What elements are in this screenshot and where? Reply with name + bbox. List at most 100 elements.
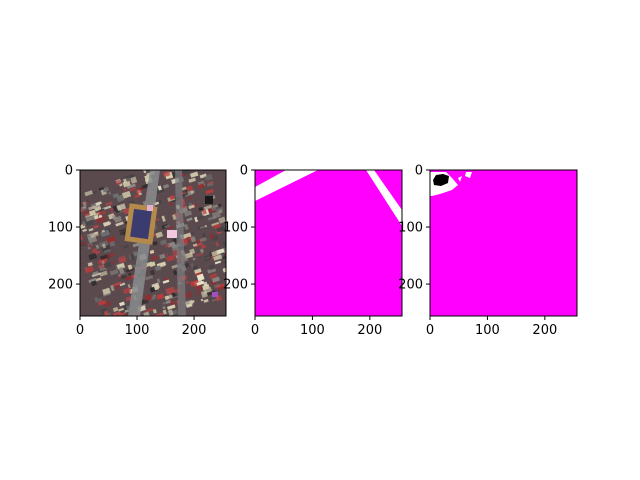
aerial-texture-patch: [105, 201, 113, 207]
aerial-texture-patch: [103, 310, 109, 316]
aerial-texture-patch: [166, 299, 171, 304]
aerial-texture-patch: [115, 221, 124, 227]
aerial-texture-patch: [94, 277, 102, 282]
aerial-texture-patch: [118, 311, 126, 316]
aerial-texture-patch: [189, 279, 200, 287]
aerial-texture-patch: [165, 286, 176, 295]
aerial-texture-patch: [88, 252, 98, 261]
aerial-texture-patch: [101, 229, 105, 233]
aerial-texture-patch: [94, 250, 101, 255]
aerial-texture-patch: [102, 317, 108, 322]
aerial-texture-patch: [209, 232, 215, 240]
x-tick-label: 0: [251, 323, 259, 338]
aerial-texture-patch: [84, 266, 94, 274]
aerial-texture-patch: [90, 280, 97, 287]
aerial-texture-patch: [117, 329, 124, 335]
aerial-texture-patch: [144, 294, 153, 301]
x-tick-label: 200: [357, 323, 382, 338]
aerial-texture-patch: [129, 187, 137, 192]
aerial-texture-patch: [134, 194, 141, 198]
aerial-texture-patch: [105, 252, 115, 259]
aerial-texture-patch: [184, 162, 188, 168]
y-tick-label: 0: [65, 164, 73, 179]
aerial-texture-patch: [186, 185, 194, 192]
aerial-texture-patch: [217, 285, 226, 291]
aerial-texture-patch: [222, 261, 226, 265]
y-tick-label: 200: [48, 278, 73, 293]
aerial-texture-patch: [128, 272, 132, 276]
aerial-texture-patch: [97, 295, 102, 300]
panel-aerial-image: [79, 157, 235, 335]
aerial-texture-patch: [99, 254, 108, 260]
aerial-texture-patch: [189, 300, 195, 304]
aerial-texture-patch: [82, 201, 87, 207]
aerial-texture-patch: [84, 190, 93, 197]
aerial-texture-patch: [204, 173, 213, 182]
aerial-texture-patch: [154, 265, 162, 272]
aerial-texture-patch: [185, 161, 194, 169]
aerial-texture-patch: [135, 188, 142, 195]
panel-mask-prediction: [429, 169, 578, 317]
aerial-texture-patch: [181, 157, 184, 160]
aerial-texture-patch: [186, 303, 193, 308]
aerial-texture-patch: [156, 293, 165, 300]
aerial-texture-patch: [105, 318, 113, 325]
aerial-texture-patch: [163, 183, 170, 189]
aerial-texture-patch: [188, 196, 192, 200]
aerial-texture-patch: [88, 209, 97, 217]
aerial-texture-patch: [169, 201, 173, 207]
aerial-texture-patch: [109, 269, 119, 276]
aerial-texture-patch: [87, 235, 98, 244]
aerial-texture-patch: [88, 227, 94, 232]
y-tick-label: 100: [398, 221, 423, 236]
aerial-texture-patch: [205, 188, 214, 195]
white-speck: [465, 172, 472, 178]
aerial-texture-patch: [211, 276, 221, 283]
aerial-texture-patch: [227, 242, 235, 248]
aerial-texture-patch: [88, 277, 97, 284]
aerial-texture-patch: [121, 190, 132, 199]
aerial-texture-patch: [80, 241, 87, 246]
aerial-texture-patch: [113, 215, 122, 223]
aerial-texture-patch: [103, 261, 112, 269]
aerial-texture-patch: [182, 232, 192, 239]
aerial-texture-patch: [126, 183, 136, 189]
aerial-texture-patch: [196, 215, 205, 221]
aerial-texture-patch: [213, 254, 223, 261]
x-tick-label: 200: [182, 323, 207, 338]
aerial-texture-patch: [156, 218, 160, 221]
aerial-texture-patch: [115, 179, 122, 186]
aerial-texture-patch: [123, 244, 130, 249]
aerial-texture-patch: [159, 239, 168, 246]
aerial-texture-patch: [186, 160, 194, 164]
aerial-texture-patch: [84, 219, 94, 227]
aerial-texture-patch: [222, 267, 226, 273]
road-strip-right: [366, 170, 402, 226]
aerial-texture-patch: [183, 223, 189, 230]
aerial-texture-patch: [150, 269, 156, 276]
aerial-texture-patch: [92, 272, 101, 278]
y-tick-label: 100: [48, 221, 73, 236]
aerial-texture-patch: [169, 194, 175, 200]
aerial-texture-patch: [80, 234, 84, 242]
aerial-texture-patch: [92, 270, 99, 276]
aerial-texture-patch: [144, 275, 154, 281]
aerial-texture-patch: [118, 266, 125, 274]
aerial-texture-patch: [200, 244, 206, 249]
aerial-texture-patch: [130, 254, 135, 261]
aerial-texture-patch: [103, 320, 113, 328]
aerial-texture-patch: [102, 287, 111, 295]
aerial-texture-patch: [182, 236, 192, 244]
white-speck: [458, 176, 462, 182]
aerial-texture-patch: [213, 223, 221, 230]
aerial-texture-patch: [117, 255, 127, 263]
aerial-texture-patch: [88, 244, 92, 248]
y-tick-label: 100: [223, 221, 248, 236]
aerial-texture-patch: [166, 304, 176, 310]
aerial-texture-patch: [211, 250, 220, 257]
aerial-texture-patch: [145, 261, 153, 268]
aerial-texture-patch: [165, 252, 169, 256]
aerial-texture-patch: [172, 270, 178, 276]
aerial-texture-patch: [157, 185, 162, 191]
aerial-texture-patch: [152, 294, 157, 298]
